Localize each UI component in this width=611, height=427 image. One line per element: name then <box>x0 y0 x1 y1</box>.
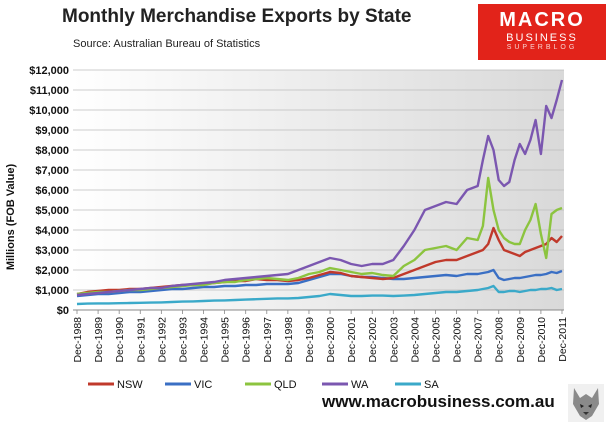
legend: NSW VIC QLD WA SA <box>88 379 439 391</box>
legend-label-vic: VIC <box>194 379 212 391</box>
y-tick-label: $4,000 <box>35 225 69 237</box>
wolf-mascot-icon <box>568 384 604 422</box>
x-tick-label: Dec-2003 <box>388 317 400 363</box>
x-tick-label: Dec-2005 <box>430 317 442 363</box>
y-tick-label: $10,000 <box>29 105 69 117</box>
x-axis-ticks: Dec-1988 Dec-1989 Dec-1990 Dec-1991 Dec-1992… <box>72 310 569 363</box>
y-tick-label: $5,000 <box>35 205 69 217</box>
x-tick-label: Dec-2002 <box>367 317 379 363</box>
y-tick-label: $7,000 <box>35 165 69 177</box>
y-axis-label: Millions (FOB Value) <box>5 163 17 270</box>
y-tick-label: $6,000 <box>35 185 69 197</box>
y-tick-label: $9,000 <box>35 125 69 137</box>
x-tick-label: Dec-2011 <box>557 317 569 362</box>
x-tick-label: Dec-2000 <box>325 317 337 363</box>
x-tick-label: Dec-2009 <box>515 317 527 363</box>
y-tick-label: $1,000 <box>35 285 69 297</box>
x-tick-label: Dec-1997 <box>262 317 274 363</box>
x-tick-label: Dec-1992 <box>156 317 168 363</box>
x-tick-label: Dec-1990 <box>114 317 126 363</box>
y-tick-label: $2,000 <box>35 265 69 277</box>
y-tick-label: $3,000 <box>35 245 69 257</box>
x-tick-label: Dec-1989 <box>93 317 105 363</box>
series-line-sa <box>76 284 563 306</box>
y-tick-label: $0 <box>57 305 69 317</box>
y-tick-label: $12,000 <box>29 65 69 77</box>
y-tick-label: $11,000 <box>30 85 69 97</box>
x-tick-label: Dec-1996 <box>241 317 253 363</box>
y-axis-ticks: $0 $1,000 $2,000 $3,000 $4,000 $5,000 $6,000 $7… <box>29 65 69 317</box>
x-tick-label: Dec-1995 <box>220 317 232 363</box>
legend-label-sa: SA <box>424 379 439 391</box>
y-tick-label: $8,000 <box>35 145 69 157</box>
gridlines <box>73 69 564 311</box>
chart-subtitle: Source: Australian Bureau of Statistics <box>73 38 261 50</box>
logo-line-2: BUSINESS <box>506 32 578 44</box>
x-tick-label: Dec-2006 <box>452 317 464 363</box>
legend-label-qld: QLD <box>274 379 297 391</box>
series-line-wa <box>76 79 564 297</box>
x-tick-label: Dec-2010 <box>536 317 548 363</box>
x-tick-label: Dec-2008 <box>494 317 506 363</box>
legend-label-wa: WA <box>351 379 369 391</box>
x-tick-label: Dec-1991 <box>135 317 147 363</box>
x-tick-label: Dec-1999 <box>304 317 316 363</box>
logo-line-3: SUPERBLOG <box>506 44 578 51</box>
brand-logo: MACRO BUSINESS SUPERBLOG <box>478 4 606 60</box>
logo-line-1: MACRO <box>499 9 585 31</box>
chart-title: Monthly Merchandise Exports by State <box>62 6 412 27</box>
x-tick-label: Dec-2007 <box>473 317 485 363</box>
legend-label-nsw: NSW <box>117 379 143 391</box>
x-tick-label: Dec-1988 <box>72 317 84 363</box>
website-url: www.macrobusiness.com.au <box>322 392 555 411</box>
x-tick-label: Dec-2001 <box>346 317 358 363</box>
x-tick-label: Dec-1998 <box>283 317 295 363</box>
x-tick-label: Dec-1993 <box>177 317 189 363</box>
series-lines <box>76 79 564 306</box>
x-tick-label: Dec-1994 <box>199 317 211 363</box>
x-tick-label: Dec-2004 <box>409 317 421 363</box>
